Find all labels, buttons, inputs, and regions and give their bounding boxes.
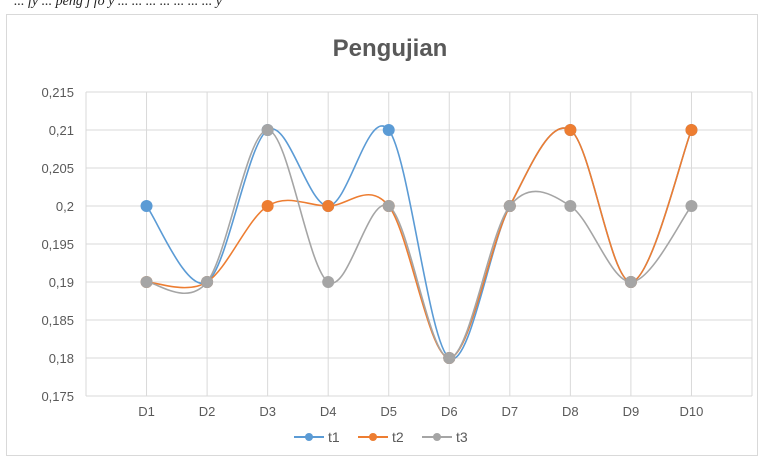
x-tick-label: D10 bbox=[680, 404, 704, 419]
x-tick-label: D1 bbox=[138, 404, 155, 419]
x-tick-label: D5 bbox=[380, 404, 397, 419]
x-tick-label: D3 bbox=[259, 404, 276, 419]
point-t1-D1 bbox=[140, 200, 153, 212]
y-axis-ticks: 0,175 0,18 0,185 0,19 0,195 0,2 0,205 0,21 0,215 bbox=[41, 85, 74, 404]
x-tick-label: D8 bbox=[562, 404, 579, 419]
y-tick-label: 0,21 bbox=[49, 123, 74, 138]
series-lines bbox=[145, 125, 693, 360]
point-t2-D3 bbox=[261, 200, 274, 212]
point-t3-D2 bbox=[201, 276, 214, 288]
point-t3-D7 bbox=[503, 200, 516, 212]
x-axis-ticks: D1 D2 D3 D4 D5 D6 D7 D8 D9 D10 bbox=[138, 404, 703, 419]
y-tick-label: 0,18 bbox=[49, 351, 74, 366]
x-tick-label: D7 bbox=[502, 404, 519, 419]
legend: t1 t2 t3 bbox=[294, 429, 468, 445]
y-tick-label: 0,205 bbox=[41, 161, 74, 176]
legend-label-t2: t2 bbox=[392, 429, 404, 445]
y-tick-label: 0,195 bbox=[41, 237, 74, 252]
y-tick-label: 0,215 bbox=[41, 85, 74, 100]
y-tick-label: 0,2 bbox=[56, 199, 74, 214]
point-t3-D5 bbox=[382, 200, 395, 212]
gridlines bbox=[85, 91, 753, 397]
y-tick-label: 0,185 bbox=[41, 313, 74, 328]
point-t2-D10 bbox=[685, 124, 698, 136]
x-tick-label: D4 bbox=[320, 404, 337, 419]
point-t3-D10 bbox=[685, 200, 698, 212]
point-t3-D3 bbox=[261, 124, 274, 136]
y-tick-label: 0,175 bbox=[41, 389, 74, 404]
point-t3-D1 bbox=[140, 276, 153, 288]
legend-label-t1: t1 bbox=[328, 429, 340, 445]
chart-frame bbox=[6, 14, 758, 456]
point-t2-D4 bbox=[322, 200, 335, 212]
caption-text: ... fy ... peng j fo y ... ... ... ... .… bbox=[14, 0, 223, 9]
chart-title: Pengujian bbox=[333, 35, 448, 62]
point-t3-D6 bbox=[443, 352, 456, 364]
point-t3-D4 bbox=[322, 276, 335, 288]
y-tick-label: 0,19 bbox=[49, 275, 74, 290]
caption-strip: ... fy ... peng j fo y ... ... ... ... .… bbox=[0, 0, 764, 14]
legend-marker-t2 bbox=[369, 433, 377, 441]
point-t2-D8 bbox=[564, 124, 577, 136]
legend-marker-t3 bbox=[433, 433, 441, 441]
point-t3-D9 bbox=[624, 276, 637, 288]
legend-label-t3: t3 bbox=[456, 429, 468, 445]
x-tick-label: D2 bbox=[199, 404, 216, 419]
x-tick-label: D6 bbox=[441, 404, 458, 419]
point-t1-D5 bbox=[382, 124, 395, 136]
series-line-t3 bbox=[146, 129, 693, 359]
series-points bbox=[140, 124, 698, 364]
series-line-t2 bbox=[146, 127, 693, 359]
point-t3-D8 bbox=[564, 200, 577, 212]
x-tick-label: D9 bbox=[623, 404, 640, 419]
legend-marker-t1 bbox=[305, 433, 313, 441]
